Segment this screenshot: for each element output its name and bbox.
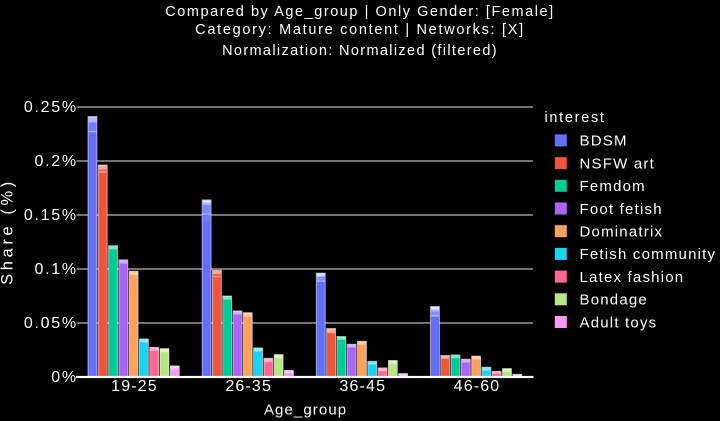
- svg-text:0.15%: 0.15%: [24, 207, 78, 224]
- svg-text:0.05%: 0.05%: [24, 315, 78, 332]
- svg-text:36-45: 36-45: [339, 378, 386, 395]
- svg-text:Bondage: Bondage: [580, 292, 648, 309]
- svg-text:26-35: 26-35: [225, 378, 272, 395]
- svg-text:0.2%: 0.2%: [35, 153, 78, 170]
- svg-text:Latex fashion: Latex fashion: [580, 269, 685, 286]
- svg-text:46-60: 46-60: [454, 378, 501, 395]
- svg-text:Adult toys: Adult toys: [580, 314, 658, 331]
- svg-text:interest: interest: [545, 110, 606, 126]
- svg-text:Category: Mature content | Net: Category: Mature content | Networks: [X]: [195, 22, 525, 38]
- svg-text:Dominatrix: Dominatrix: [580, 224, 664, 241]
- svg-text:Share (%): Share (%): [0, 178, 17, 285]
- svg-text:Age_group: Age_group: [264, 402, 347, 419]
- svg-text:Compared by Age_group | Only G: Compared by Age_group | Only Gender: [Fe…: [165, 4, 554, 20]
- svg-text:NSFW art: NSFW art: [580, 155, 655, 172]
- svg-text:0.25%: 0.25%: [24, 99, 78, 116]
- svg-text:19-25: 19-25: [111, 378, 158, 395]
- svg-text:Fetish community: Fetish community: [580, 246, 717, 263]
- svg-text:Normalization: Normalized (fil: Normalization: Normalized (filtered): [222, 43, 498, 59]
- svg-text:BDSM: BDSM: [580, 133, 628, 150]
- svg-text:Foot fetish: Foot fetish: [580, 201, 663, 218]
- svg-text:0.1%: 0.1%: [35, 261, 78, 278]
- svg-text:Femdom: Femdom: [580, 178, 646, 195]
- svg-text:0%: 0%: [51, 369, 78, 386]
